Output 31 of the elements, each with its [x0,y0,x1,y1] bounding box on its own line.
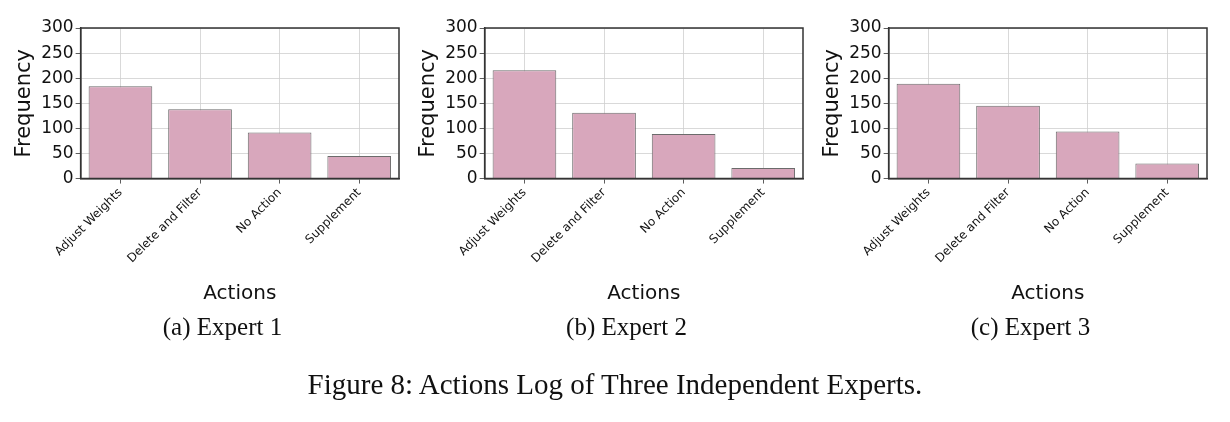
y-tick-label: 0 [62,166,74,187]
y-tick-label: 200 [849,66,882,87]
y-axis-title: Frequency [11,49,36,158]
y-tick-label: 200 [445,66,478,87]
y-tick-label: 100 [41,116,74,137]
y-tick-label: 200 [41,66,74,87]
y-tick-label: 100 [445,116,478,137]
y-tick-label: 150 [41,91,74,112]
text: (c) Expert 3 [969,313,1092,341]
y-axis-title: Frequency [819,49,844,158]
text: (b) Expert 2 [565,313,688,341]
y-tick-label: 150 [849,91,882,112]
y-tick-label: 250 [41,41,74,62]
x-axis-title: Actions [1011,280,1085,305]
text: (a) Expert 1 [161,313,284,341]
y-tick-label: 300 [849,16,882,37]
y-tick-label: 150 [445,91,478,112]
x-axis-title: Actions [203,280,277,305]
y-tick-label: 250 [445,41,478,62]
y-axis-title: Frequency [415,49,440,158]
y-tick-label: 100 [849,116,882,137]
y-tick-label: 0 [870,166,882,187]
y-tick-label: 50 [52,141,74,162]
x-axis-title: Actions [607,280,681,305]
y-tick-label: 300 [445,16,478,37]
y-tick-label: 50 [456,141,478,162]
y-tick-label: 0 [466,166,478,187]
text: Figure 8: Actions Log of Three Independent Experts. [306,368,924,401]
y-tick-label: 300 [41,16,74,37]
y-tick-label: 50 [860,141,882,162]
y-tick-label: 250 [849,41,882,62]
